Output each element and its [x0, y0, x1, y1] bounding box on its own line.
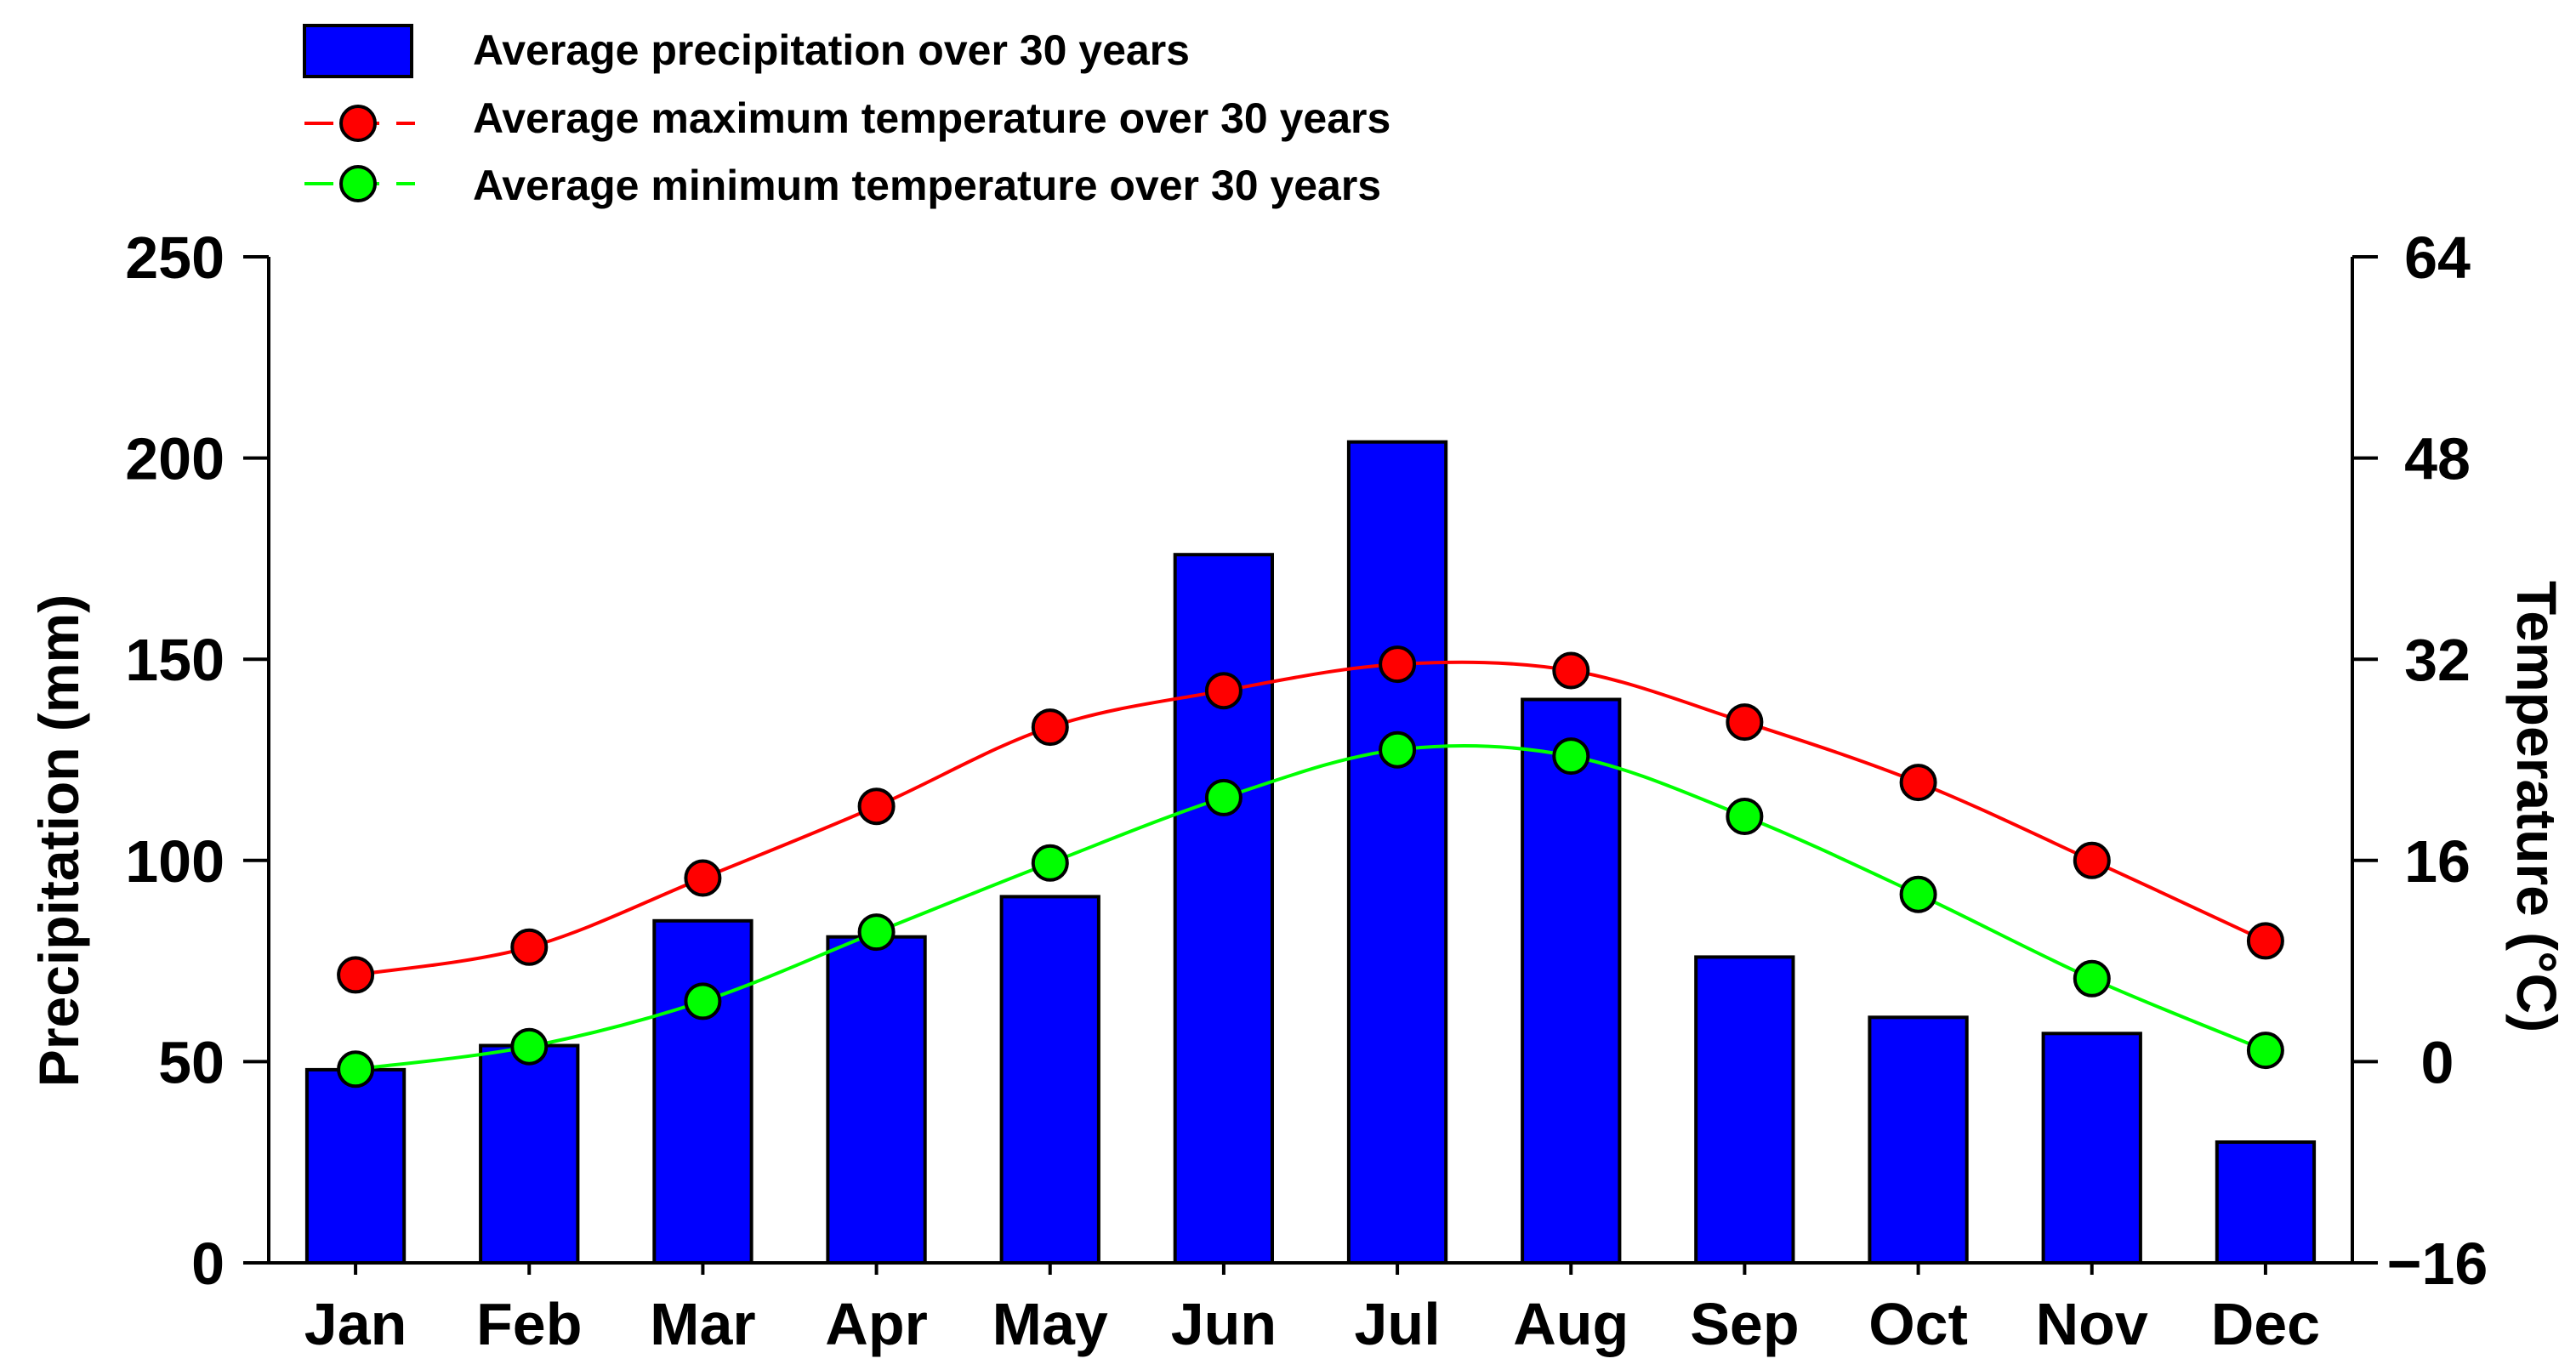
marker-max-temp-jan	[337, 956, 375, 994]
left-tick-label-250: 250	[125, 225, 225, 291]
line-min-temp	[355, 743, 2266, 1072]
legend-marker-max-temp	[339, 105, 377, 142]
marker-max-temp-dec	[2246, 922, 2284, 960]
x-tick-label-mar: Mar	[650, 1291, 755, 1357]
marker-max-temp-feb	[510, 928, 549, 966]
marker-min-temp-dec	[2246, 1032, 2284, 1070]
bar-precipitation-feb	[479, 1043, 580, 1265]
bar-precipitation-nov	[2041, 1032, 2142, 1265]
marker-min-temp-may	[1031, 844, 1069, 882]
x-tick-label-nov: Nov	[2036, 1291, 2148, 1357]
bar-precipitation-aug	[1521, 697, 1622, 1265]
bar-precipitation-jun	[1173, 553, 1274, 1265]
x-tick-label-jul: Jul	[1355, 1291, 1441, 1357]
legend: Average precipitation over 30 years Aver…	[303, 24, 1390, 209]
marker-max-temp-oct	[1899, 764, 1937, 802]
right-tick-label-64: 64	[2404, 225, 2471, 291]
x-tick-label-may: May	[992, 1291, 1108, 1357]
marker-max-temp-nov	[2073, 841, 2111, 879]
marker-min-temp-aug	[1552, 737, 1590, 776]
right-tick-label--16: −16	[2387, 1231, 2488, 1297]
right-tick-label-32: 32	[2404, 627, 2471, 693]
marker-min-temp-oct	[1899, 875, 1937, 913]
legend-label-max-temp: Average maximum temperature over 30 year…	[473, 94, 1390, 142]
legend-label-min-temp: Average minimum temperature over 30 year…	[473, 162, 1381, 209]
bar-precipitation-jul	[1346, 440, 1448, 1265]
axes	[243, 255, 2378, 1275]
marker-min-temp-jan	[337, 1050, 375, 1089]
x-tick-label-oct: Oct	[1868, 1291, 1968, 1357]
x-tick-label-apr: Apr	[825, 1291, 928, 1357]
x-tick-label-feb: Feb	[476, 1291, 582, 1357]
x-tick-label-dec: Dec	[2211, 1291, 2320, 1357]
marker-min-temp-sep	[1726, 798, 1764, 835]
bar-precipitation-dec	[2215, 1140, 2317, 1265]
bar-precipitation-mar	[652, 918, 753, 1265]
marker-min-temp-mar	[684, 982, 722, 1020]
left-tick-label-0: 0	[191, 1231, 225, 1297]
marker-max-temp-aug	[1552, 651, 1590, 690]
x-tick-label-jan: Jan	[304, 1291, 407, 1357]
bar-precipitation-jan	[304, 1067, 407, 1265]
right-tick-label-16: 16	[2404, 828, 2471, 895]
marker-max-temp-jun	[1204, 672, 1243, 710]
legend-marker-min-temp	[339, 165, 377, 202]
bar-precipitation-apr	[826, 935, 927, 1265]
marker-max-temp-mar	[684, 859, 722, 897]
marker-min-temp-jun	[1204, 778, 1243, 816]
marker-max-temp-jul	[1379, 645, 1417, 684]
line-max-temp	[355, 660, 2266, 977]
marker-min-temp-apr	[857, 913, 896, 952]
legend-label-precipitation: Average precipitation over 30 years	[473, 26, 1190, 74]
bar-precipitation-may	[999, 895, 1100, 1265]
temperature-lines	[337, 645, 2284, 1089]
left-tick-label-200: 200	[125, 426, 225, 492]
bar-precipitation-oct	[1868, 1015, 1969, 1265]
right-tick-label-0: 0	[2421, 1029, 2454, 1095]
x-tick-label-jun: Jun	[1171, 1291, 1277, 1357]
x-tick-label-aug: Aug	[1513, 1291, 1629, 1357]
bar-precipitation-sep	[1694, 955, 1795, 1265]
left-axis-title: Precipitation (mm)	[27, 594, 90, 1087]
legend-swatch-precipitation	[303, 24, 413, 78]
right-tick-label-48: 48	[2404, 426, 2471, 492]
marker-min-temp-jul	[1379, 730, 1417, 769]
marker-min-temp-nov	[2073, 959, 2111, 998]
x-tick-label-sep: Sep	[1690, 1291, 1799, 1357]
left-tick-label-50: 50	[158, 1029, 225, 1095]
marker-min-temp-feb	[510, 1027, 549, 1066]
right-axis-title: Temperature (°C)	[2505, 581, 2568, 1032]
precipitation-bars	[304, 440, 2317, 1265]
marker-max-temp-sep	[1726, 703, 1764, 742]
left-tick-label-150: 150	[125, 627, 225, 693]
marker-max-temp-may	[1031, 708, 1069, 747]
axis-labels: 0 50 100 150 200 250 −16 0 16 32 48 64 Jan Feb Mar Apr M…	[27, 225, 2568, 1357]
left-tick-label-100: 100	[125, 828, 225, 895]
marker-max-temp-apr	[857, 787, 896, 826]
